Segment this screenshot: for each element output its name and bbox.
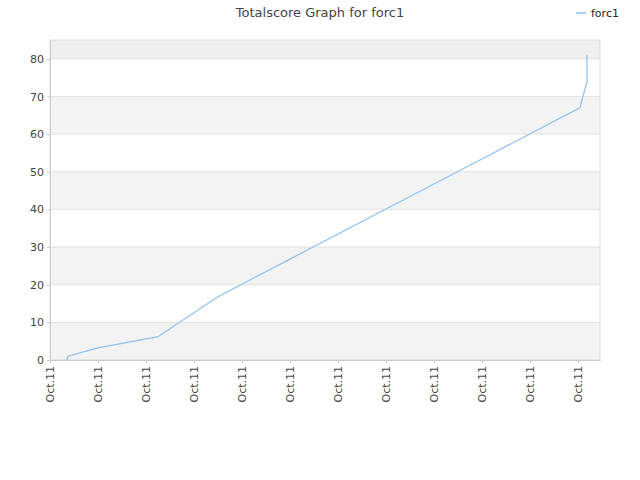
x-tick-label: Oct.11 — [188, 366, 201, 403]
x-tick: Oct.11 — [188, 360, 201, 403]
x-tick-mark — [482, 360, 483, 363]
y-tick: 40 — [30, 203, 50, 216]
x-tick-label: Oct.11 — [236, 366, 249, 403]
x-tick-mark — [434, 360, 435, 363]
y-tick-mark — [47, 172, 50, 173]
x-tick: Oct.11 — [284, 360, 297, 403]
y-tick-mark — [47, 322, 50, 323]
x-tick-mark — [50, 360, 51, 363]
y-tick-label: 20 — [30, 279, 44, 292]
x-tick-label: Oct.11 — [476, 366, 489, 403]
x-tick-mark — [194, 360, 195, 363]
x-tick-label: Oct.11 — [92, 366, 105, 403]
grid-line — [50, 171, 600, 172]
y-axis-line — [50, 41, 51, 361]
y-tick-label: 60 — [30, 128, 44, 141]
legend-swatch — [576, 12, 586, 14]
x-tick: Oct.11 — [236, 360, 249, 403]
data — [67, 55, 587, 360]
y-tick: 30 — [30, 241, 50, 254]
y-axis: 0 10 20 30 40 50 60 70 80 — [30, 41, 51, 368]
grid — [50, 59, 600, 360]
x-tick-mark — [386, 360, 387, 363]
y-tick: 50 — [30, 166, 50, 179]
band — [50, 40, 600, 59]
y-tick-label: 70 — [30, 90, 44, 103]
y-tick: 20 — [30, 279, 50, 292]
x-tick-label: Oct.11 — [332, 366, 345, 403]
y-tick-label: 50 — [30, 166, 44, 179]
band — [50, 247, 600, 285]
y-tick-mark — [47, 209, 50, 210]
y-tick-label: 30 — [30, 241, 44, 254]
band — [50, 172, 600, 210]
x-tick-mark — [290, 360, 291, 363]
y-tick-mark — [47, 59, 50, 60]
grid-line — [50, 247, 600, 248]
y-tick-label: 40 — [30, 203, 44, 216]
y-tick-mark — [47, 247, 50, 248]
plot-frame — [50, 40, 600, 360]
band — [50, 96, 600, 134]
legend: forc1 — [576, 7, 619, 20]
x-tick-mark — [578, 360, 579, 363]
x-tick: Oct.11 — [428, 360, 441, 403]
y-tick-mark — [47, 360, 50, 361]
x-tick: Oct.11 — [140, 360, 153, 403]
line — [67, 55, 587, 360]
bands — [50, 40, 600, 360]
y-tick: 10 — [30, 316, 50, 329]
x-tick-label: Oct.11 — [140, 366, 153, 403]
x-tick: Oct.11 — [44, 360, 57, 403]
x-tick-label: Oct.11 — [380, 366, 393, 403]
x-tick: Oct.11 — [92, 360, 105, 403]
x-tick-mark — [338, 360, 339, 363]
x-tick: Oct.11 — [524, 360, 537, 403]
grid-line — [50, 134, 600, 135]
y-tick: 0 — [37, 354, 50, 367]
legend-label: forc1 — [591, 7, 619, 20]
x-axis: Oct.11 Oct.11 Oct.11 Oct.11 Oct.11 Oct.11 Oct.… — [44, 360, 600, 403]
x-tick-label: Oct.11 — [44, 366, 57, 403]
grid-line — [50, 58, 600, 59]
chart: 01020304050607080Oct.11Oct.11Oct.11Oct.1… — [0, 0, 640, 480]
x-tick: Oct.11 — [476, 360, 489, 403]
grid-line — [50, 322, 600, 323]
x-tick-mark — [98, 360, 99, 363]
grid-line — [50, 209, 600, 210]
x-tick-mark — [146, 360, 147, 363]
plot: 01020304050607080Oct.11Oct.11Oct.11Oct.1… — [30, 40, 601, 403]
grid-line — [50, 96, 600, 97]
y-tick-mark — [47, 285, 50, 286]
title: Totalscore Graph for forc1 — [235, 5, 404, 20]
x-tick-mark — [242, 360, 243, 363]
y-tick-label: 10 — [30, 316, 44, 329]
y-tick: 60 — [30, 128, 50, 141]
y-tick: 80 — [30, 53, 50, 66]
y-tick: 70 — [30, 90, 50, 103]
x-tick: Oct.11 — [572, 360, 585, 403]
y-tick-label: 0 — [37, 354, 44, 367]
x-tick: Oct.11 — [332, 360, 345, 403]
x-tick-label: Oct.11 — [428, 366, 441, 403]
y-tick-mark — [47, 134, 50, 135]
x-tick-mark — [530, 360, 531, 363]
x-axis-line — [51, 360, 601, 361]
x-tick: Oct.11 — [380, 360, 393, 403]
grid-line — [50, 284, 600, 285]
y-tick-label: 80 — [30, 53, 44, 66]
x-tick-label: Oct.11 — [524, 366, 537, 403]
y-tick-mark — [47, 96, 50, 97]
x-tick-label: Oct.11 — [284, 366, 297, 403]
x-tick-label: Oct.11 — [572, 366, 585, 403]
